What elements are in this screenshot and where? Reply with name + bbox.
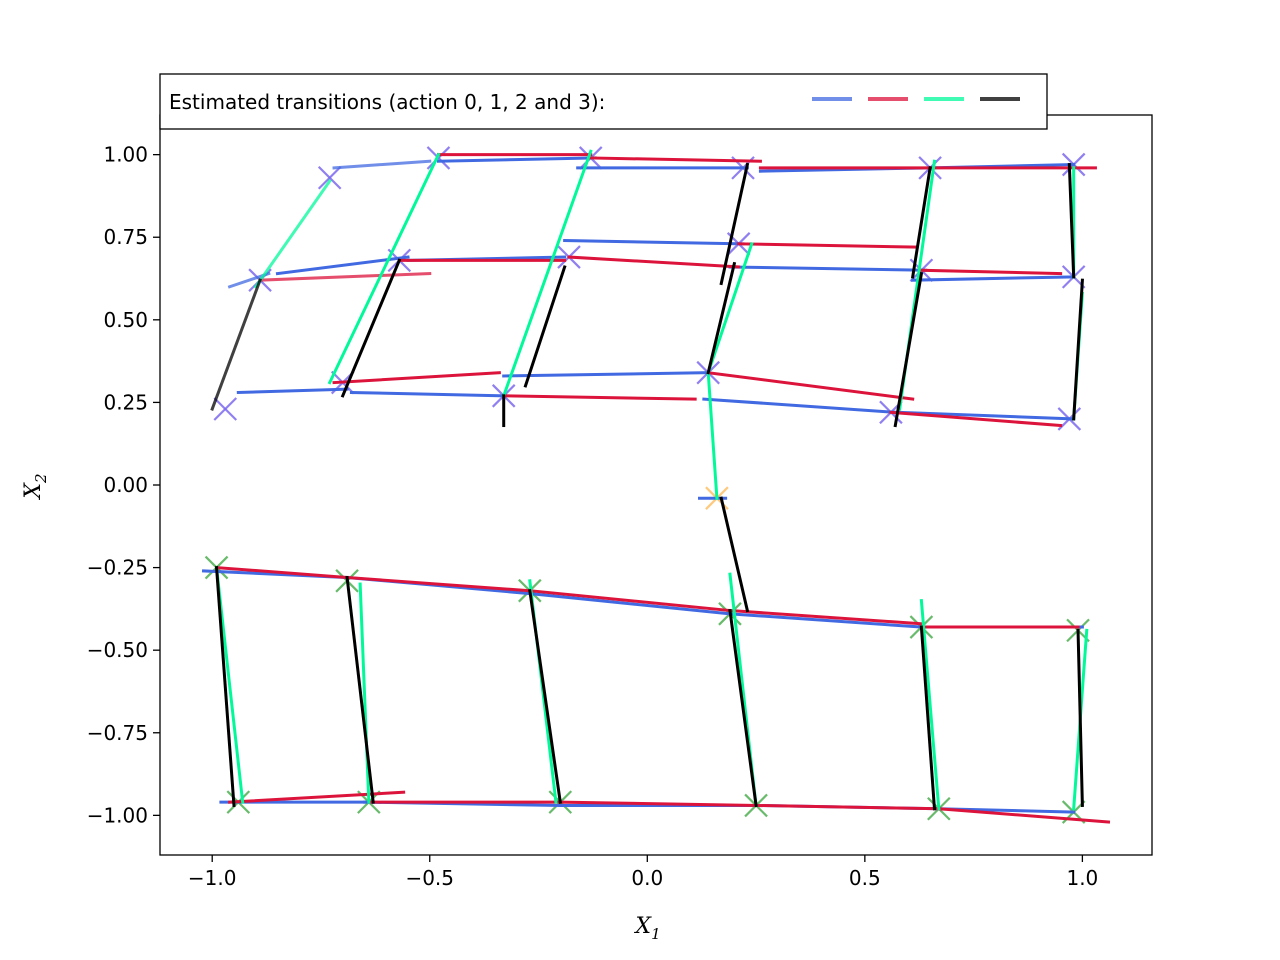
transition-action-0 [502, 371, 710, 378]
transition-action-1 [754, 803, 941, 811]
transition-action-3 [340, 258, 402, 398]
transition-action-0 [349, 390, 506, 398]
y-tick-label: −0.75 [87, 721, 148, 745]
transition-action-2 [919, 599, 941, 811]
y-tick-label: −0.50 [87, 638, 148, 662]
x-axis-label: X1 [633, 914, 660, 943]
transition-action-3 [523, 265, 567, 388]
transition-action-0 [275, 255, 410, 276]
transition-action-1 [502, 394, 697, 401]
y-tick-label: 0.75 [103, 225, 148, 249]
y-tick-label: 0.25 [103, 390, 148, 414]
transition-action-3 [528, 589, 562, 804]
transition-action-0 [532, 592, 732, 616]
transition-action-3 [910, 166, 932, 279]
transition-action-2 [706, 241, 754, 375]
transition-action-3 [1072, 278, 1084, 421]
transition-action-1 [345, 575, 532, 593]
transition-action-1 [589, 156, 762, 163]
transition-action-0 [911, 275, 1076, 282]
transition-action-3 [893, 271, 924, 428]
y-tick-label: 0.50 [103, 308, 148, 332]
y-tick-label: −1.00 [87, 803, 148, 827]
transition-action-3 [706, 261, 737, 375]
transition-action-0 [702, 397, 897, 414]
transition-action-1 [528, 589, 732, 613]
legend-box [159, 73, 1048, 130]
transition-action-1 [889, 410, 1063, 428]
transition-action-2 [253, 178, 332, 289]
transition-action-0 [898, 410, 1076, 421]
transition-action-3 [1067, 162, 1076, 279]
transition-action-3 [214, 565, 236, 808]
transition-action-3 [345, 575, 375, 804]
y-tick-label: 1.00 [103, 143, 148, 167]
transition-action-3 [919, 625, 937, 811]
plot-area [201, 146, 1111, 824]
transition-action-1 [214, 565, 349, 580]
transition-action-2 [327, 152, 441, 385]
marker-stroke [317, 165, 342, 190]
transition-action-3 [719, 496, 750, 613]
transition-action-1 [258, 272, 432, 282]
legend-text: Estimated transitions (action 0, 1, 2 an… [169, 90, 605, 114]
x-tick-label: −0.5 [405, 866, 454, 890]
legend: Estimated transitions (action 0, 1, 2 an… [159, 73, 1048, 130]
x-tick-label: 1.0 [1066, 866, 1098, 890]
transition-action-1 [919, 268, 1063, 276]
state-marker-upper [317, 165, 342, 190]
transition-action-0 [563, 239, 745, 246]
x-tick-label: −1.0 [188, 866, 237, 890]
transition-action-1 [558, 800, 758, 807]
transition-action-0 [436, 156, 597, 163]
transition-action-1 [728, 608, 924, 626]
transition-action-3 [728, 608, 758, 808]
transition-action-3 [719, 162, 750, 286]
transition-action-1 [737, 242, 919, 249]
marker-stroke [213, 397, 238, 421]
transition-action-1 [706, 370, 915, 401]
transition-action-0 [236, 387, 349, 395]
transition-action-1 [937, 807, 1111, 824]
transition-action-1 [332, 371, 501, 385]
transition-action-3 [1076, 628, 1084, 807]
y-tick-label: −0.25 [87, 556, 148, 580]
state-marker-upper [213, 397, 238, 421]
x-tick-label: 0.5 [849, 866, 881, 890]
transition-action-0 [728, 265, 928, 272]
y-axis-label: X2 [21, 473, 50, 500]
x-tick-label: 0.0 [631, 866, 663, 890]
transition-action-0 [728, 612, 924, 629]
y-tick-label: 0.00 [103, 473, 148, 497]
transition-action-1 [567, 255, 741, 269]
x-axis: −1.0 −0.5 0.0 0.5 1.0 [188, 855, 1098, 890]
y-axis: 1.00 0.75 0.50 0.25 0.00 −0.25 −0.50 −0.75 −1.00 [87, 143, 160, 827]
transition-action-3 [210, 278, 262, 411]
transition-action-2 [501, 149, 593, 398]
transition-action-2 [358, 582, 371, 804]
transition-action-0 [332, 159, 432, 170]
transition-action-1 [228, 790, 406, 804]
transition-action-2 [706, 371, 719, 500]
